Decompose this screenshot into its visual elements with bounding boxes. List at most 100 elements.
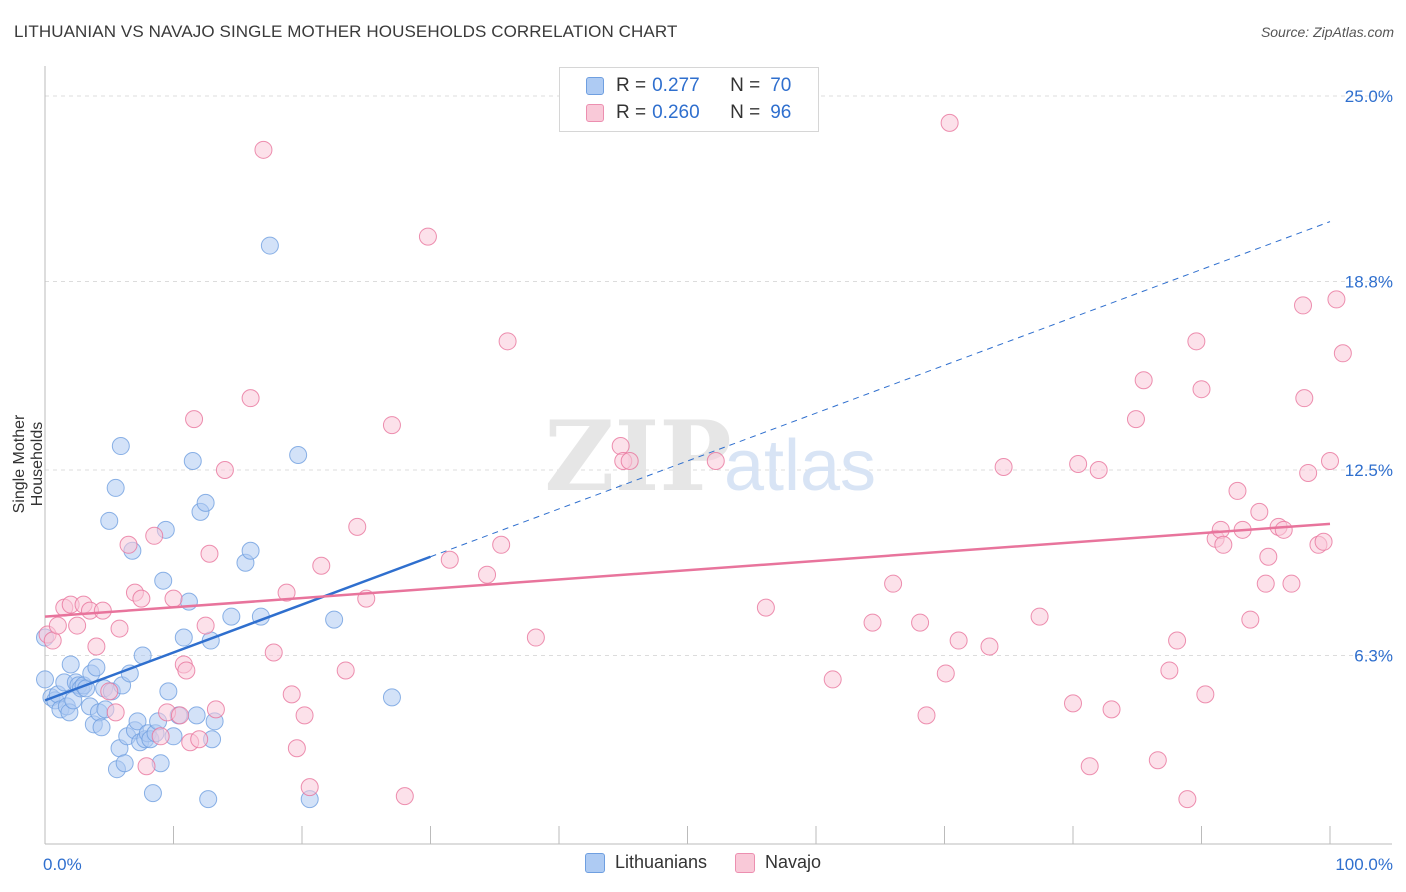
axes <box>44 66 1392 845</box>
navajo-point <box>68 616 87 635</box>
correlation-legend: R = 0.277 N = 70 R = 0.260 N = 96 <box>559 67 819 132</box>
navajo-point <box>1148 751 1167 770</box>
navajo-point <box>940 113 959 132</box>
navajo-point <box>418 227 437 246</box>
navajo-point <box>1256 574 1275 593</box>
y-tick-label: 6.3% <box>1354 646 1393 665</box>
x-tick-label: 0.0% <box>43 855 82 874</box>
y-tick-label: 25.0% <box>1345 87 1393 106</box>
legend-label-lithuanians: Lithuanians <box>614 852 708 872</box>
navajo-point <box>241 389 260 408</box>
navajo-point <box>1211 520 1230 539</box>
navajo-point <box>200 544 219 563</box>
navajo-point <box>1080 757 1099 776</box>
lithuanians-point <box>260 236 279 255</box>
navajo-point <box>478 565 497 584</box>
navajo-point <box>492 535 511 554</box>
navajo-point <box>1282 574 1301 593</box>
navajo-point <box>440 550 459 569</box>
navajo-point <box>1299 463 1318 482</box>
legend-label-navajo: Navajo <box>765 852 822 872</box>
navajo-point <box>1327 290 1346 309</box>
navajo-point <box>145 526 164 545</box>
navajo-point <box>151 727 170 746</box>
navajo-point <box>348 517 367 536</box>
navajo-point <box>1030 607 1049 626</box>
navajo-point <box>119 535 138 554</box>
navajo-point <box>1089 460 1108 479</box>
lithuanians-point <box>159 682 178 701</box>
navajo-point <box>300 778 319 797</box>
navajo-point <box>706 452 725 470</box>
chart-title: LITHUANIAN VS NAVAJO SINGLE MOTHER HOUSE… <box>14 22 678 41</box>
x-tick-label: 100.0% <box>1335 855 1393 874</box>
trend-lines <box>44 221 1331 702</box>
navajo-point <box>395 787 414 806</box>
series-legend: Lithuanians Navajo <box>0 852 1406 873</box>
lithuanians-point <box>106 478 125 497</box>
lithuanians-point <box>111 437 130 456</box>
navajo-point <box>106 703 125 722</box>
navajo-point <box>1178 790 1197 809</box>
lithuanians-point <box>174 628 193 647</box>
watermark-zip: ZIP <box>544 400 731 513</box>
navajo-point <box>196 616 215 635</box>
lithuanians-point <box>154 571 173 590</box>
source-label: Source: ZipAtlas.com <box>1260 24 1394 40</box>
navajo-point <box>1259 547 1278 566</box>
navajo-point <box>1126 410 1145 429</box>
navajo-point <box>277 583 296 602</box>
legend-item-lithuanians[interactable]: Lithuanians <box>584 852 708 873</box>
lithuanians-trend-line <box>44 555 431 702</box>
navajo-point <box>93 601 112 620</box>
data-points <box>36 113 1352 809</box>
navajo-point <box>498 332 517 351</box>
navajo-point <box>911 613 930 632</box>
legend-swatch-navajo <box>586 104 604 122</box>
navajo-point <box>295 706 314 725</box>
navajo-point <box>87 637 106 656</box>
lithuanians-point <box>199 790 218 809</box>
navajo-point <box>917 706 936 725</box>
navajo-point <box>382 416 401 435</box>
lithuanians-point <box>382 688 401 707</box>
lithuanians-point <box>289 446 308 465</box>
tick-labels: 6.3% 12.5% 18.8% 25.0% 0.0% 100.0% <box>43 87 1393 874</box>
navajo-point <box>312 556 331 575</box>
navajo-point <box>132 589 151 608</box>
navajo-point <box>1274 520 1293 539</box>
lithuanians-point <box>183 452 202 470</box>
legend-item-navajo[interactable]: Navajo <box>735 852 821 873</box>
navajo-point <box>949 631 968 650</box>
navajo-point <box>936 664 955 683</box>
navajo-point <box>1187 332 1206 351</box>
navajo-point <box>994 457 1013 476</box>
navajo-point <box>1168 631 1187 650</box>
legend-n-value: 96 <box>770 102 792 123</box>
navajo-point <box>863 613 882 632</box>
navajo-point <box>1333 344 1352 363</box>
lithuanians-point <box>143 784 162 803</box>
navajo-point <box>1160 661 1179 680</box>
navajo-point <box>282 685 301 704</box>
lithuanians-point <box>222 607 241 626</box>
navajo-point <box>164 589 183 608</box>
navajo-point <box>1250 502 1269 521</box>
legend-swatch-navajo <box>735 852 756 873</box>
lithuanians-point <box>128 712 147 731</box>
navajo-point <box>1228 481 1247 500</box>
legend-n-label: N = <box>730 102 761 123</box>
navajo-point <box>1241 610 1260 629</box>
lithuanians-point <box>115 754 134 773</box>
navajo-point <box>264 643 283 662</box>
navajo-point <box>1196 685 1215 704</box>
navajo-point <box>177 661 196 680</box>
lithuanians-point <box>187 706 206 725</box>
lithuanians-point <box>92 718 111 737</box>
legend-row-navajo: R = 0.260 N = 96 <box>586 101 791 125</box>
navajo-point <box>287 739 306 758</box>
lithuanians-point <box>87 658 106 677</box>
navajo-point <box>110 619 129 638</box>
legend-r-value: 0.277 <box>652 75 700 96</box>
